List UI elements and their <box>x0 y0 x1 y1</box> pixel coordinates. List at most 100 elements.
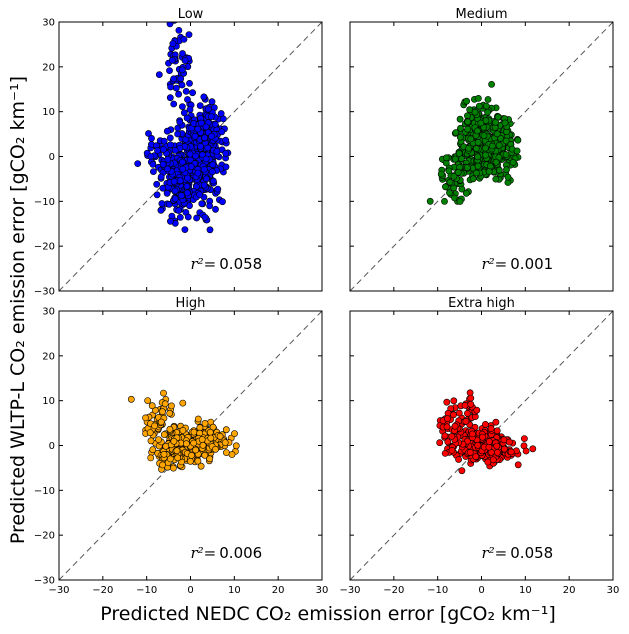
data-point <box>181 226 189 233</box>
scatter-points <box>127 389 240 473</box>
r2-value: 0.006 <box>219 544 262 562</box>
panel-high: −30−30 −20 −20 −10 −10 0 0 10 10 20 20 30 30 High r²= 0… <box>34 296 328 596</box>
panel-extra-high: −30 −20 −10 0 10 20 30 Extra high r²= 0.058 <box>339 296 619 596</box>
data-point <box>222 136 230 144</box>
data-point <box>495 166 503 174</box>
data-point <box>454 168 462 176</box>
data-point <box>202 123 210 131</box>
data-point <box>502 151 510 158</box>
data-point <box>482 102 490 110</box>
data-point <box>165 200 173 208</box>
data-point <box>502 137 510 145</box>
data-point <box>186 156 194 164</box>
data-point <box>472 453 480 460</box>
data-point <box>202 155 210 163</box>
reference-line <box>349 21 614 292</box>
data-point <box>485 168 493 175</box>
data-point <box>472 145 480 152</box>
data-point <box>178 81 186 89</box>
data-point <box>507 448 515 456</box>
data-point <box>166 22 174 28</box>
data-point <box>194 169 202 177</box>
data-point <box>486 162 494 170</box>
data-point <box>466 106 474 114</box>
data-point <box>489 456 497 464</box>
data-point <box>194 125 202 133</box>
data-point <box>522 447 530 455</box>
x-tick-label: −10 <box>427 585 448 596</box>
data-point <box>154 147 161 154</box>
data-point <box>206 455 214 463</box>
data-point <box>182 440 190 448</box>
data-point <box>163 165 171 173</box>
data-point <box>157 173 165 181</box>
data-point <box>166 425 174 433</box>
data-point <box>207 113 215 120</box>
data-point <box>183 182 191 190</box>
data-point <box>145 130 152 137</box>
data-point <box>464 125 471 133</box>
data-point <box>193 214 200 222</box>
data-point <box>176 118 184 126</box>
data-point <box>467 400 475 408</box>
data-point <box>446 189 453 197</box>
data-point <box>200 165 208 173</box>
data-point <box>222 149 230 157</box>
data-point <box>450 411 457 419</box>
data-point <box>448 432 456 440</box>
scatter-points <box>426 81 522 205</box>
data-point <box>149 168 157 175</box>
data-point <box>155 71 163 78</box>
scatter-points <box>134 22 232 234</box>
data-point <box>177 75 185 83</box>
data-point <box>163 189 171 197</box>
data-point <box>148 134 155 142</box>
data-point <box>198 200 206 208</box>
x-tick-label: 30 <box>607 585 620 596</box>
data-point <box>485 438 493 445</box>
reference-line <box>58 21 323 292</box>
data-point <box>477 119 485 127</box>
data-point <box>474 162 482 170</box>
data-point <box>171 195 179 203</box>
data-point <box>179 50 186 57</box>
data-point <box>174 454 182 462</box>
data-point <box>451 155 459 163</box>
data-point <box>197 142 204 150</box>
panel-title: Extra high <box>448 296 515 311</box>
data-point <box>216 432 224 440</box>
data-point <box>146 429 154 436</box>
data-point <box>170 75 178 83</box>
data-point <box>462 189 470 197</box>
data-point <box>458 467 466 475</box>
data-point <box>446 178 454 186</box>
data-point <box>514 461 522 469</box>
y-tick-label: 20 <box>42 351 55 362</box>
data-point <box>180 36 188 43</box>
data-point <box>179 165 187 173</box>
data-point <box>450 397 458 405</box>
x-tick-label: −10 <box>136 585 157 596</box>
data-point <box>426 197 434 205</box>
data-point <box>474 153 482 161</box>
r2-annotation: r²= 0.001 <box>482 255 554 273</box>
data-point <box>485 443 493 451</box>
data-point <box>201 419 209 427</box>
data-point <box>488 142 496 150</box>
data-point <box>200 181 208 189</box>
r2-symbol: r²= <box>482 255 508 273</box>
data-point <box>222 449 230 456</box>
data-point <box>494 113 502 121</box>
r2-symbol: r²= <box>191 544 217 562</box>
data-point <box>455 456 462 463</box>
data-point <box>441 183 449 191</box>
data-point <box>228 451 236 458</box>
data-point <box>442 154 450 162</box>
data-point <box>467 135 475 143</box>
y-tick-label: −10 <box>34 486 55 497</box>
panel-medium: Medium r²= 0.001 <box>349 7 614 292</box>
data-point <box>166 455 174 463</box>
y-tick-label: 10 <box>42 107 55 118</box>
